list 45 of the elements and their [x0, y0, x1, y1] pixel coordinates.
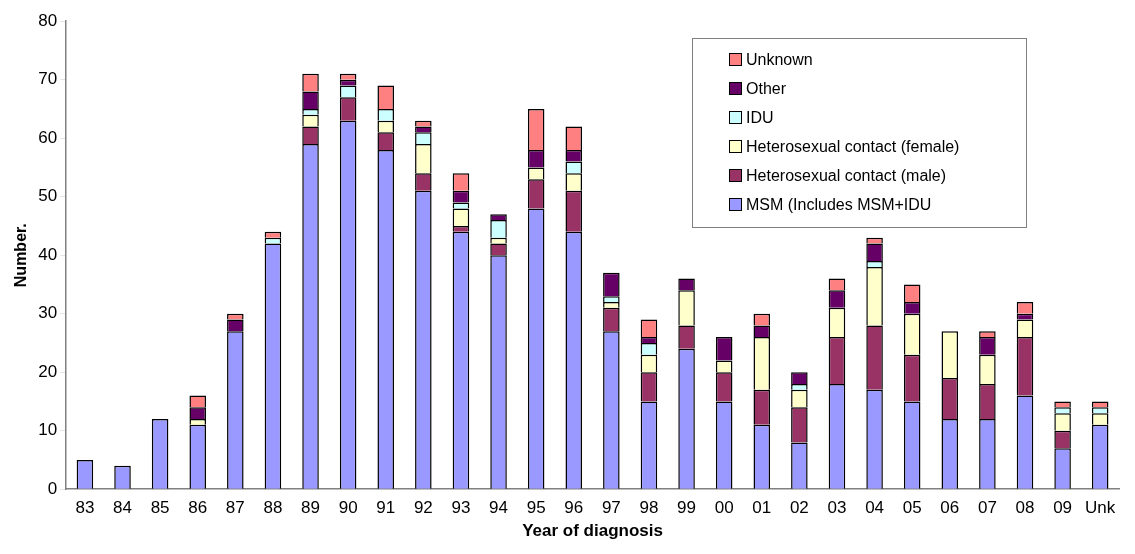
y-tick-label: 60: [38, 127, 58, 147]
y-tick-label: 50: [38, 186, 58, 206]
x-tick-label: 85: [150, 498, 170, 518]
x-tick-label: 01: [752, 498, 772, 518]
legend-label: IDU: [746, 108, 774, 127]
x-tick-label: 04: [865, 498, 885, 518]
y-tick-label: 30: [38, 303, 58, 323]
x-tick-label: 91: [376, 498, 396, 518]
x-tick-label: 89: [301, 498, 320, 518]
x-tick-label: 08: [1015, 498, 1035, 518]
legend-label: Other: [746, 79, 787, 98]
x-tick-label: 84: [113, 498, 132, 518]
x-tick-label: 86: [188, 498, 208, 518]
x-tick-label: 00: [714, 498, 734, 518]
legend-label: Unknown: [746, 50, 813, 69]
y-tick-label: 0: [47, 478, 58, 498]
legend-label: Heterosexual contact (male): [746, 166, 947, 185]
x-tick-label: 02: [789, 498, 809, 518]
y-tick-label: 80: [38, 10, 58, 30]
y-tick-label: 10: [38, 420, 58, 440]
y-tick-label: 40: [38, 244, 58, 264]
x-tick-label: 88: [263, 498, 283, 518]
x-tick-label: 87: [225, 498, 245, 518]
x-tick-label: 05: [902, 498, 922, 518]
x-axis-title: Year of diagnosis: [522, 521, 663, 541]
x-tick-label: 83: [75, 498, 95, 518]
x-tick-label: 96: [564, 498, 584, 518]
x-tick-label: 95: [526, 498, 546, 518]
x-tick-label: 94: [489, 498, 509, 518]
x-tick-label: 07: [977, 498, 997, 518]
x-tick-label: 09: [1053, 498, 1073, 518]
x-tick-label: 93: [451, 498, 471, 518]
x-tick-label: 06: [940, 498, 960, 518]
x-tick-label: 98: [639, 498, 659, 518]
y-tick-label: 20: [38, 361, 58, 381]
x-tick-label: 99: [677, 498, 697, 518]
x-tick-label: 92: [413, 498, 433, 518]
y-tick-label: 70: [38, 69, 58, 89]
legend-label: Heterosexual contact (female): [746, 137, 960, 156]
y-axis-title: Number.: [12, 223, 30, 288]
x-tick-label: 97: [601, 498, 621, 518]
x-tick-label: 90: [338, 498, 358, 518]
x-tick-label: 03: [827, 498, 847, 518]
legend-label: MSM (Includes MSM+IDU: [746, 195, 932, 214]
x-tick-label: Unk: [1085, 498, 1116, 518]
